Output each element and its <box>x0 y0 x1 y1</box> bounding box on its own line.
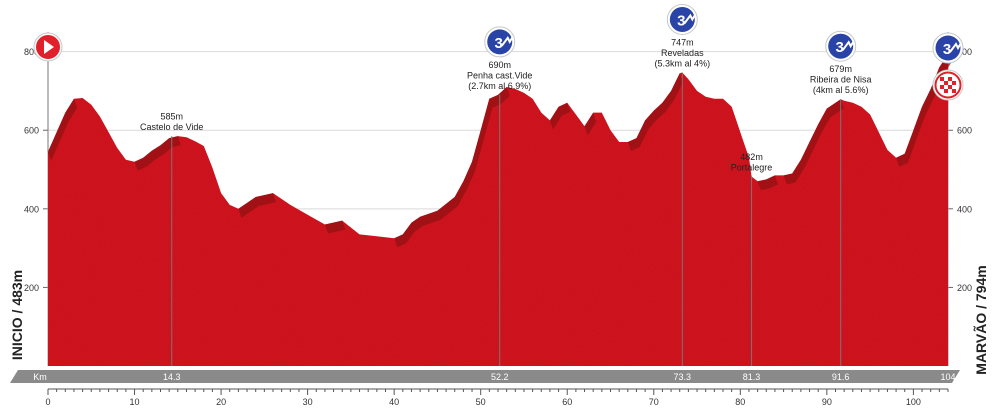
climb-category: 3 <box>495 35 503 52</box>
x-tick-label: 40 <box>389 397 399 407</box>
km-marker: 73.3 <box>674 372 692 382</box>
checker-square <box>948 77 952 81</box>
y-tick-label: 400 <box>24 204 39 214</box>
y-tick-label: 800 <box>24 47 39 57</box>
km-marker: 81.3 <box>743 372 761 382</box>
climb-badge-disc <box>828 33 854 59</box>
x-tick-label: 10 <box>130 397 140 407</box>
km-bar: Km 14.3 52.2 73.3 81.3 91.6 104 <box>10 370 960 383</box>
km-marker: 52.2 <box>491 372 509 382</box>
x-tick-label: 80 <box>735 397 745 407</box>
summit-label: Portalegre <box>731 163 773 173</box>
summit-label: 690m <box>488 60 511 70</box>
elevation-profile <box>48 54 952 366</box>
climb-category: 3 <box>943 41 951 58</box>
x-tick-label: 60 <box>562 397 572 407</box>
finish-flag-icon <box>932 69 964 101</box>
profile-texture <box>48 54 948 366</box>
checker-square <box>952 81 956 85</box>
km-marker: 104 <box>940 372 955 382</box>
y-tick-label: 200 <box>957 283 972 293</box>
summit-label: (2.7km al 6.9%) <box>468 81 531 91</box>
km-bar-strip <box>10 370 960 383</box>
x-tick-label: 100 <box>906 397 921 407</box>
start-label: INICIO / 483m <box>9 270 25 360</box>
summit-label: (5.3km al 4%) <box>655 58 711 68</box>
y-tick-label: 600 <box>24 126 39 136</box>
climb-badge-icon: 3 <box>825 30 857 62</box>
summit-label: (4km al 5.6%) <box>813 85 869 95</box>
checker-square <box>940 77 944 81</box>
climb-glyph <box>841 40 855 51</box>
climb-badge-disc <box>487 29 513 55</box>
summit-label: 679m <box>829 64 852 74</box>
climb-badge-disc <box>669 6 695 32</box>
x-tick-label: 0 <box>45 397 50 407</box>
y-tick-label: 800 <box>957 47 972 57</box>
y-axis-left: 200 400 600 800 <box>24 32 49 366</box>
checker-square <box>952 89 956 93</box>
checker-square <box>940 85 944 89</box>
x-tick-label: 30 <box>303 397 313 407</box>
climb-glyph <box>500 35 514 47</box>
start-icon <box>33 32 63 62</box>
climb-category: 3 <box>677 12 685 29</box>
finish-climb-badge-icon: 3 <box>932 32 964 64</box>
climb-glyph <box>949 42 962 53</box>
summit-label: Ribeira de Nisa <box>810 75 872 85</box>
icons-layer: 3 <box>33 32 964 152</box>
summit-label: Castelo de Vide <box>140 122 203 132</box>
climb-badge-icon: 3 <box>666 3 698 35</box>
y-tick-label: 600 <box>957 126 972 136</box>
x-axis: 0 10 20 30 40 50 60 70 80 90 100 <box>45 388 949 407</box>
climb-category: 3 <box>836 39 844 56</box>
climb-glyph <box>683 13 697 25</box>
summit-label: Penha cast.Vide <box>467 70 532 80</box>
play-icon <box>44 40 54 54</box>
checker-square <box>944 89 948 93</box>
km-marker: 91.6 <box>832 372 850 382</box>
summit-label: 585m <box>160 112 183 122</box>
summit-label: 482m <box>740 152 763 162</box>
x-tick-label: 20 <box>216 397 226 407</box>
summit-label: 747m <box>671 37 694 47</box>
x-tick-label: 70 <box>649 397 659 407</box>
checker-square <box>944 81 948 85</box>
checker-square <box>948 85 952 89</box>
y-tick-label: 400 <box>957 204 972 214</box>
climb-badge-icon: 3 <box>484 26 516 58</box>
climb-badge-disc <box>935 35 961 61</box>
x-tick-label: 90 <box>822 397 832 407</box>
x-tick-label: 50 <box>476 397 486 407</box>
summit-label: Reveladas <box>661 48 704 58</box>
finish-label: MARVÃO / 794m <box>972 265 989 374</box>
km-marker: 14.3 <box>163 372 181 382</box>
km-bar-label: Km <box>33 372 47 382</box>
y-tick-label: 200 <box>24 283 39 293</box>
